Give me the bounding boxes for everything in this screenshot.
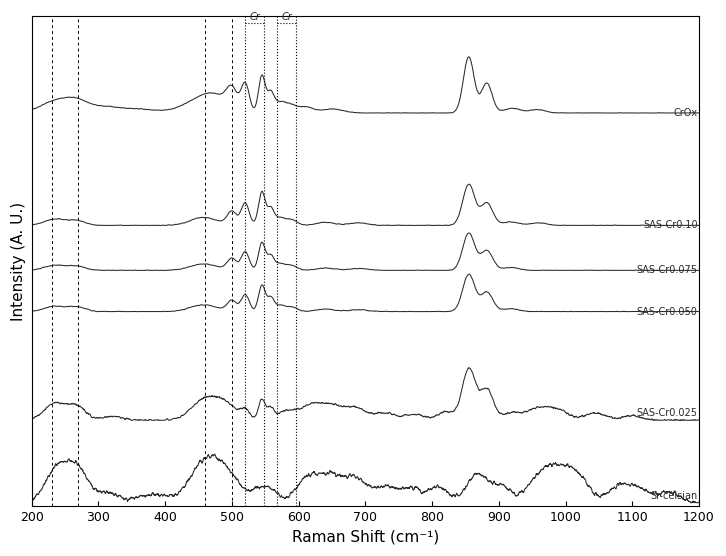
- Text: SAS-Cr0.050: SAS-Cr0.050: [637, 306, 698, 316]
- X-axis label: Raman Shift (cm⁻¹): Raman Shift (cm⁻¹): [292, 530, 439, 545]
- Text: Cr: Cr: [249, 12, 260, 22]
- Text: SAS-Cr0.025: SAS-Cr0.025: [637, 408, 698, 418]
- Text: SAS-Cr0.10: SAS-Cr0.10: [643, 220, 698, 230]
- Y-axis label: Intensity (A. U.): Intensity (A. U.): [11, 201, 26, 321]
- Text: SAS-Cr0.075: SAS-Cr0.075: [637, 265, 698, 275]
- Text: Sr-celsian: Sr-celsian: [650, 491, 698, 501]
- Text: CrOx: CrOx: [674, 108, 698, 118]
- Text: Cr: Cr: [281, 12, 292, 22]
